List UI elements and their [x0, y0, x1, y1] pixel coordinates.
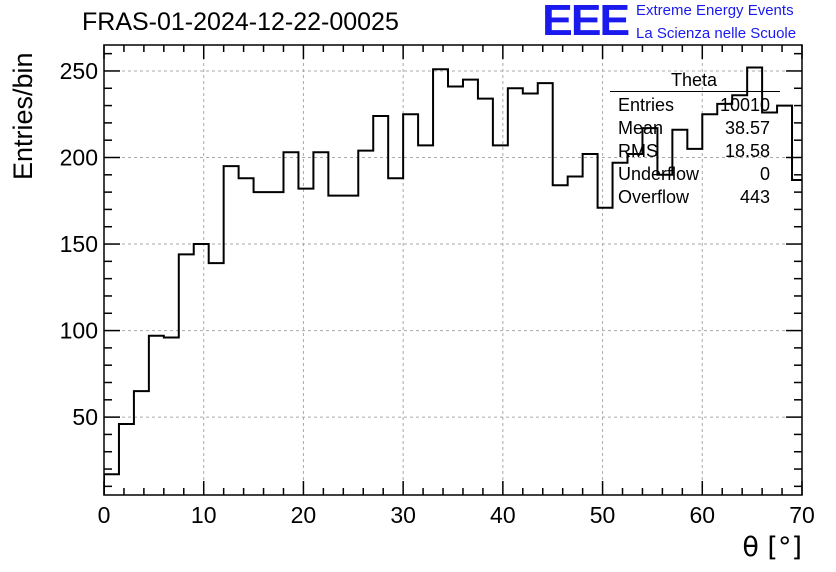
stats-title: Theta: [670, 70, 718, 90]
histogram-bin: [328, 196, 343, 495]
stats-row-underflow: Underflow 0: [610, 163, 778, 186]
histogram-bin: [568, 177, 583, 495]
y-tick-label: 250: [60, 58, 98, 84]
histogram-bin: [538, 83, 553, 495]
x-tick-label: 30: [390, 502, 416, 528]
histogram-bin: [269, 192, 284, 495]
histogram-bin: [358, 151, 373, 495]
histogram-bin: [224, 166, 239, 495]
x-tick-label: 40: [490, 502, 516, 528]
histogram-bin: [298, 189, 313, 495]
x-tick-label: 60: [689, 502, 715, 528]
histogram-bin: [777, 106, 792, 495]
histogram-bin: [209, 263, 224, 495]
stats-row-entries: Entries 10010: [610, 94, 778, 117]
stats-row-mean: Mean 38.57: [610, 117, 778, 140]
y-tick-label: 100: [60, 318, 98, 344]
histogram-bin: [104, 474, 119, 495]
y-tick-label: 200: [60, 145, 98, 171]
x-tick-label: 50: [590, 502, 616, 528]
histogram-bin: [343, 196, 358, 495]
histogram-bin: [613, 163, 628, 495]
y-tick-label: 150: [60, 231, 98, 257]
histogram-bin: [239, 178, 254, 495]
histogram-bin: [463, 80, 478, 495]
histogram-bin: [254, 192, 269, 495]
histogram-bin: [448, 87, 463, 495]
histogram-bin: [313, 152, 328, 495]
y-axis-label: Entries/bin: [8, 52, 38, 180]
histogram-bin: [164, 338, 179, 496]
histogram-bin: [508, 88, 523, 495]
histogram-bin: [149, 336, 164, 495]
histogram-bin: [388, 178, 403, 495]
histogram-bin: [493, 145, 508, 495]
stats-label: Underflow: [618, 164, 700, 184]
x-tick-label: 0: [98, 502, 111, 528]
logo-line-1: Extreme Energy Events: [636, 2, 794, 19]
x-tick-label: 10: [191, 502, 217, 528]
histogram-bin: [283, 152, 298, 495]
stats-label: Overflow: [618, 187, 690, 207]
stats-value: 0: [759, 164, 770, 184]
stats-row-rms: RMS 18.58: [610, 140, 778, 163]
histogram-bin: [433, 69, 448, 495]
histogram-bin: [657, 175, 672, 495]
histogram-bin: [523, 93, 538, 495]
x-tick-label: 70: [789, 502, 815, 528]
histogram-bin: [403, 114, 418, 495]
histogram-bin: [553, 185, 568, 495]
histogram-bin: [134, 391, 149, 495]
histogram-bin: [194, 244, 209, 495]
eee-logo: EEE: [542, 0, 630, 45]
histogram-bin: [418, 145, 433, 495]
histogram-bin: [179, 254, 194, 495]
histogram-bin: [583, 154, 598, 495]
histogram-bin: [119, 424, 134, 495]
x-tick-label: 20: [291, 502, 317, 528]
stats-value: 18.58: [724, 141, 770, 161]
x-axis-label: θ [°]: [742, 532, 802, 563]
y-tick-label: 50: [72, 404, 98, 430]
logo-line-2: La Scienza nelle Scuole: [636, 25, 797, 42]
stats-label: Mean: [618, 118, 664, 138]
chart-title: FRAS-01-2024-12-22-00025: [82, 8, 399, 36]
stats-box: Theta Entries 10010 Mean 38.57 RMS 18.58…: [610, 70, 780, 209]
stats-label: Entries: [618, 95, 675, 115]
stats-label: RMS: [618, 141, 658, 161]
histogram-bin: [598, 208, 613, 495]
stats-divider: [610, 91, 780, 92]
stats-value: 10010: [719, 95, 770, 115]
plot-frame: [103, 44, 803, 496]
histogram-bin: [373, 116, 388, 495]
stats-value: 38.57: [724, 118, 770, 138]
histogram-bin: [478, 99, 493, 495]
histogram-outline: [104, 66, 802, 495]
stats-value: 443: [739, 187, 770, 207]
stats-row-overflow: Overflow 443: [610, 186, 778, 209]
